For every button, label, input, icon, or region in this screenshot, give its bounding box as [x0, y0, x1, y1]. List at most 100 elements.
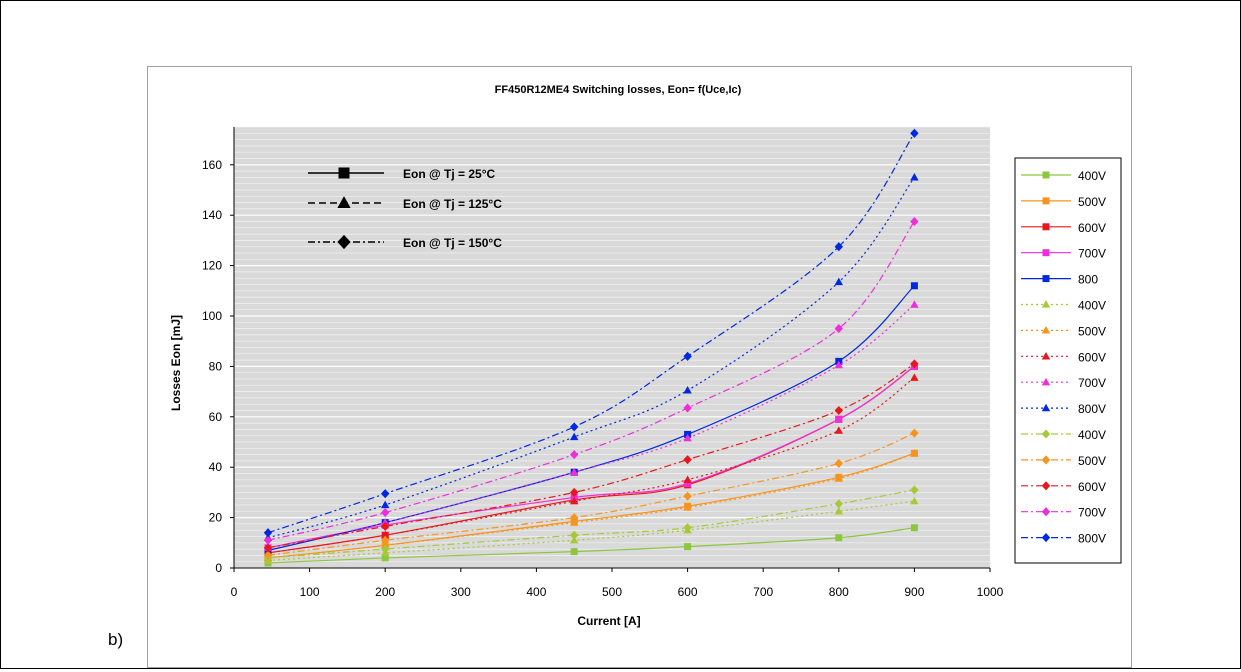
- legend-label: 500V: [1078, 195, 1106, 209]
- style-key-label: Eon @ Tj = 25°C: [403, 167, 496, 181]
- square-marker: [338, 167, 350, 179]
- diamond-marker: [381, 508, 390, 518]
- legend-label: 800V: [1078, 532, 1106, 546]
- x-tick-label: 200: [375, 585, 395, 599]
- triangle-marker: [381, 500, 390, 509]
- legend-label: 500V: [1078, 454, 1106, 468]
- style-key-label: Eon @ Tj = 150°C: [403, 236, 502, 250]
- diamond-marker: [683, 523, 692, 533]
- triangle-marker: [834, 277, 843, 286]
- diamond-marker: [1041, 507, 1051, 517]
- x-tick-label: 300: [451, 585, 471, 599]
- diamond-marker: [1041, 481, 1051, 491]
- chart-area: FF450R12ME4 Switching losses, Eon= f(Uce…: [147, 66, 1132, 668]
- diamond-marker: [910, 216, 919, 227]
- triangle-marker: [683, 475, 692, 483]
- x-tick-label: 500: [602, 585, 622, 599]
- diamond-marker: [263, 535, 273, 545]
- legend-label: 600V: [1078, 221, 1106, 235]
- legend-label: 700V: [1078, 376, 1106, 390]
- diamond-marker: [1041, 533, 1051, 543]
- diamond-marker: [683, 403, 692, 413]
- triangle-marker: [1041, 377, 1051, 386]
- triangle-marker: [1041, 326, 1051, 334]
- legend: 400V 500V 600V 700V 800 400V 500V 600V 700V 800V 4…: [1014, 157, 1122, 564]
- triangle-marker: [570, 496, 579, 505]
- square-marker: [910, 524, 918, 532]
- diamond-marker: [1041, 455, 1051, 465]
- y-tick-label: 80: [209, 359, 223, 373]
- diamond-marker: [381, 521, 390, 531]
- series-9: [263, 173, 919, 541]
- triangle-marker: [834, 426, 843, 434]
- diamond-marker: [263, 528, 273, 538]
- line-style-key: Eon @ Tj = 25°C Eon @ Tj = 125°C Eon @ Tj …: [308, 167, 502, 250]
- triangle-marker: [910, 173, 919, 181]
- x-tick-label: 600: [678, 585, 698, 599]
- legend-label: 700V: [1078, 247, 1106, 261]
- triangle-marker: [683, 433, 692, 442]
- triangle-marker: [1041, 300, 1051, 308]
- diamond-marker: [910, 359, 919, 369]
- triangle-marker: [337, 196, 351, 208]
- series-line: [267, 304, 915, 549]
- triangle-marker: [381, 530, 390, 539]
- y-tick-label: 120: [202, 259, 222, 273]
- diamond-marker: [263, 550, 273, 560]
- legend-label: 800V: [1078, 402, 1106, 416]
- square-marker: [381, 554, 389, 562]
- x-tick-label: 100: [300, 585, 320, 599]
- square-marker: [835, 415, 843, 423]
- legend-label: 800: [1078, 273, 1098, 287]
- chart-svg: FF450R12ME4 Switching losses, Eon= f(Uce…: [169, 84, 1122, 628]
- y-axis-label: Losses Eon [mJ]: [169, 315, 183, 411]
- legend-box: [1014, 157, 1122, 564]
- square-marker: [1042, 249, 1050, 257]
- x-tick-label: 400: [526, 585, 546, 599]
- diamond-marker: [683, 351, 692, 361]
- triangle-marker: [910, 373, 919, 381]
- square-marker: [684, 543, 692, 551]
- y-tick-label: 160: [202, 158, 222, 172]
- triangle-marker: [570, 432, 579, 441]
- square-marker: [1042, 223, 1050, 231]
- legend-label: 500V: [1078, 324, 1106, 338]
- series-11: [263, 428, 919, 560]
- triangle-marker: [910, 300, 919, 308]
- series-line: [267, 432, 915, 556]
- figure-label: b): [108, 630, 124, 649]
- legend-label: 400V: [1078, 428, 1106, 442]
- x-tick-label: 700: [753, 585, 773, 599]
- gridlines: [234, 126, 990, 569]
- diamond-marker: [834, 458, 843, 468]
- diamond-marker: [381, 535, 390, 545]
- triangle-marker: [1041, 351, 1051, 360]
- legend-label: 600V: [1078, 480, 1106, 494]
- x-tick-label: 0: [231, 585, 238, 599]
- series-13: [263, 216, 919, 545]
- triangle-marker: [834, 474, 843, 482]
- series-line: [267, 177, 915, 539]
- triangle-marker: [1041, 403, 1051, 412]
- legend-label: 400V: [1078, 299, 1106, 313]
- diamond-marker: [834, 324, 843, 334]
- diamond-marker: [1041, 429, 1051, 439]
- diamond-marker: [683, 491, 692, 501]
- x-tick-label: 900: [904, 585, 924, 599]
- diamond-marker: [910, 428, 919, 438]
- diamond-marker: [834, 242, 843, 252]
- diamond-marker: [263, 543, 273, 553]
- diamond-marker: [381, 544, 390, 554]
- square-marker: [835, 534, 843, 542]
- y-tick-label: 100: [202, 309, 222, 323]
- diamond-marker: [337, 234, 351, 250]
- triangle-marker: [834, 506, 843, 515]
- y-tick-label: 140: [202, 208, 222, 222]
- triangle-marker: [683, 386, 692, 394]
- diamond-marker: [910, 485, 919, 495]
- square-marker: [684, 480, 692, 488]
- y-tick-label: 20: [209, 511, 223, 525]
- triangle-marker: [570, 467, 579, 476]
- legend-label: 600V: [1078, 350, 1106, 364]
- triangle-marker: [910, 449, 919, 457]
